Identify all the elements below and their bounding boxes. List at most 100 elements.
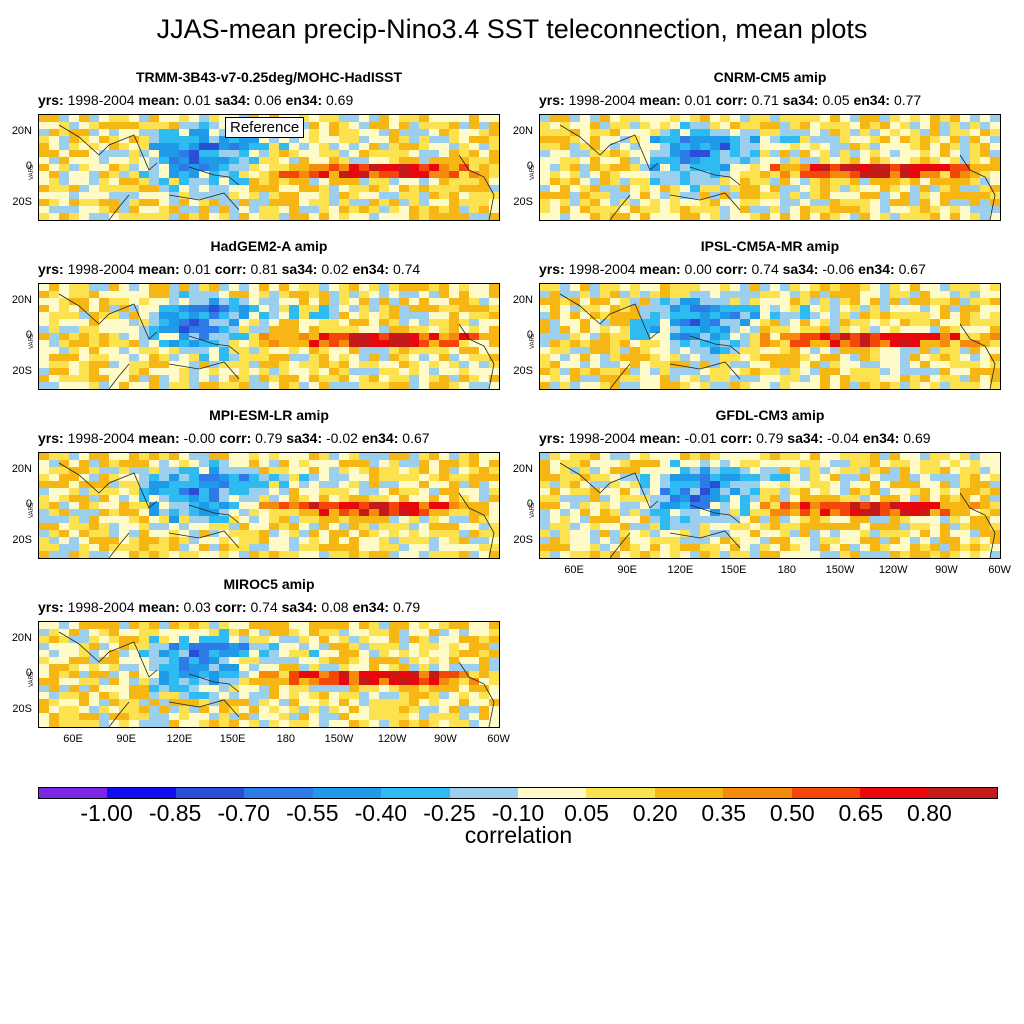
stat-value-en34: 0.67 — [402, 430, 430, 446]
panel-title: IPSL-CM5A-MR amip — [700, 238, 840, 254]
lat-tick-label: 20S — [12, 196, 32, 208]
lat-tick-label: 20N — [11, 463, 32, 475]
stat-key-en34: en34: — [858, 261, 895, 277]
stat-value-sa34: -0.02 — [326, 430, 358, 446]
stat-key-sa34: sa34: — [782, 92, 819, 108]
lat-tick-label: 0 — [526, 329, 533, 341]
lat-tick-label: 20S — [12, 703, 32, 715]
colorbar-segment — [791, 788, 861, 798]
panel-stats: yrs: 1998-2004 mean: -0.00 corr: 0.79 sa… — [38, 430, 430, 446]
colorbar-tick-label: -1.00 — [80, 800, 133, 826]
stat-key-sa34: sa34: — [281, 261, 318, 277]
colorbar-segment — [928, 788, 997, 798]
lon-tick-label: 150E — [219, 733, 246, 745]
stat-key-sa34: sa34: — [214, 92, 251, 108]
stat-value-en34: 0.67 — [898, 261, 926, 277]
colorbar-segment — [654, 788, 724, 798]
stat-key-mean: mean: — [138, 261, 180, 277]
stat-value-corr: 0.71 — [751, 92, 779, 108]
stat-key-mean: mean: — [138, 92, 180, 108]
stat-key-corr: corr: — [214, 261, 247, 277]
panel-map — [38, 452, 500, 559]
lat-tick-label: 20N — [11, 632, 32, 644]
colorbar-segment — [586, 788, 655, 798]
stat-value-mean: 0.01 — [684, 92, 712, 108]
lat-tick-label: 20N — [512, 125, 533, 137]
axis-units-label: VAR5 — [29, 333, 35, 349]
lon-tick-label: 120W — [878, 564, 908, 576]
stat-key-yrs: yrs: — [38, 92, 64, 108]
stat-value-sa34: 0.08 — [321, 599, 349, 615]
colorbar-segment — [517, 788, 587, 798]
stat-key-sa34: sa34: — [782, 261, 819, 277]
colorbar-segment — [107, 788, 176, 798]
lon-tick-label: 150E — [720, 564, 747, 576]
lat-tick-label: 0 — [526, 160, 533, 172]
panel-map — [539, 114, 1001, 221]
colorbar-tick-label: -0.10 — [491, 800, 545, 826]
panel-stats: yrs: 1998-2004 mean: 0.00 corr: 0.74 sa3… — [539, 261, 926, 277]
axis-units-label: VAR5 — [29, 164, 35, 180]
lat-tick-label: 0 — [25, 498, 32, 510]
stat-key-sa34: sa34: — [286, 430, 323, 446]
stat-value-yrs: 1998-2004 — [67, 261, 135, 277]
panel-map — [539, 283, 1001, 390]
panel-title: TRMM-3B43-v7-0.25deg/MOHC-HadISST — [135, 69, 403, 85]
stat-value-mean: 0.01 — [183, 261, 211, 277]
colorbar-tick-label: 0.50 — [769, 800, 815, 826]
stat-value-en34: 0.77 — [893, 92, 922, 108]
panel-title: MPI-ESM-LR amip — [209, 407, 329, 423]
stat-key-en34: en34: — [862, 430, 900, 446]
stat-value-yrs: 1998-2004 — [67, 599, 135, 615]
stat-key-yrs: yrs: — [38, 430, 64, 446]
colorbar-segment — [860, 788, 929, 798]
stat-value-sa34: -0.06 — [822, 261, 855, 277]
stat-key-corr: corr: — [715, 92, 748, 108]
stat-key-en34: en34: — [352, 261, 390, 277]
axis-units-label: VAR5 — [530, 502, 536, 518]
lon-tick-label: 90E — [116, 733, 136, 745]
stat-key-corr: corr: — [715, 261, 748, 277]
stat-key-en34: en34: — [853, 92, 891, 108]
panel-map — [38, 283, 500, 390]
lon-tick-label: 60W — [988, 564, 1011, 576]
panel-stats: yrs: 1998-2004 mean: 0.01 sa34: 0.06 en3… — [38, 92, 353, 108]
panel-stats: yrs: 1998-2004 mean: 0.01 corr: 0.71 sa3… — [539, 92, 921, 108]
stat-key-mean: mean: — [639, 92, 681, 108]
stat-value-sa34: 0.06 — [254, 92, 282, 108]
colorbar-tick-label: -0.85 — [148, 800, 202, 826]
correlation-map — [39, 284, 499, 389]
lon-tick-label: 60W — [487, 733, 510, 745]
colorbar-tick-label: -0.40 — [354, 800, 408, 826]
lat-tick-label: 20N — [11, 294, 32, 306]
stat-key-en34: en34: — [361, 430, 399, 446]
stat-value-sa34: -0.04 — [827, 430, 859, 446]
stat-key-en34: en34: — [352, 599, 390, 615]
panel-title: GFDL-CM3 amip — [715, 407, 825, 423]
stat-value-corr: 0.79 — [756, 430, 784, 446]
colorbar-title: correlation — [464, 822, 573, 848]
lon-tick-label: 150W — [825, 564, 855, 576]
stat-value-mean: -0.00 — [183, 430, 216, 446]
stat-key-en34: en34: — [285, 92, 323, 108]
lon-tick-label: 60E — [63, 733, 83, 745]
lon-tick-label: 90W — [935, 564, 958, 576]
stat-key-mean: mean: — [639, 430, 681, 446]
lat-tick-label: 20N — [512, 463, 533, 475]
stat-value-en34: 0.69 — [326, 92, 354, 108]
stat-key-yrs: yrs: — [539, 261, 565, 277]
lat-tick-label: 0 — [25, 329, 32, 341]
stat-value-yrs: 1998-2004 — [568, 430, 636, 446]
stat-value-corr: 0.74 — [751, 261, 779, 277]
panel-stats: yrs: 1998-2004 mean: 0.03 corr: 0.74 sa3… — [38, 599, 420, 615]
lat-tick-label: 0 — [25, 160, 32, 172]
lon-tick-label: 120E — [667, 564, 694, 576]
panel-title: MIROC5 amip — [223, 576, 315, 592]
colorbar-tick-label: 0.80 — [907, 800, 952, 826]
stat-value-mean: 0.03 — [183, 599, 211, 615]
colorbar-tick-label: 0.35 — [701, 800, 747, 826]
colorbar-segment — [39, 788, 108, 798]
axis-units-label: VAR5 — [530, 333, 536, 349]
colorbar-segment — [175, 788, 245, 798]
stat-key-yrs: yrs: — [539, 92, 565, 108]
